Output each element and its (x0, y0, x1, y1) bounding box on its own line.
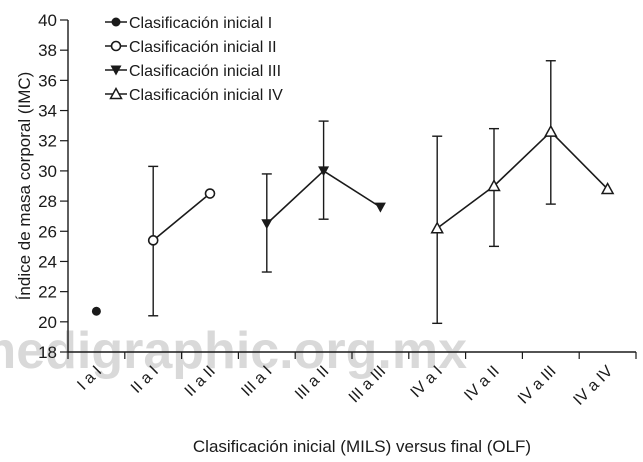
legend-item-4: Clasificación inicial IV (105, 86, 283, 104)
data-point (147, 235, 159, 246)
x-tick-label: IV a IV (570, 363, 616, 409)
legend-marker (110, 40, 122, 52)
legend-item-1: Clasificación inicial I (105, 15, 272, 32)
series-line-segment (266, 170, 325, 225)
y-tick-label: 34 (38, 102, 57, 121)
y-tick-label: 24 (38, 252, 57, 271)
legend-label: Clasificación inicial I (129, 15, 272, 32)
series-1 (91, 306, 101, 316)
data-point (487, 178, 501, 192)
legend-item-2: Clasificación inicial II (105, 39, 277, 56)
legend-item-3: Clasificación inicial III (105, 63, 281, 80)
legend-marker (109, 86, 123, 100)
y-tick-label: 32 (38, 132, 57, 151)
series-line-segment (436, 185, 495, 229)
y-axis-title: Índice de masa corporal (IMC) (15, 72, 34, 301)
series-line-segment (323, 170, 381, 208)
x-tick-label: IV a II (461, 363, 503, 405)
y-tick-label: 18 (38, 343, 57, 362)
series-line-segment (550, 131, 609, 190)
data-point (91, 306, 101, 316)
data-point (430, 221, 444, 234)
legend-label: Clasificación inicial III (129, 63, 281, 80)
series-line-segment (152, 192, 211, 241)
series-3 (261, 120, 386, 273)
legend-label: Clasificación inicial II (129, 39, 277, 56)
data-point (544, 124, 558, 137)
series-layer (91, 60, 615, 325)
data-point (374, 202, 386, 213)
legend-label: Clasificación inicial IV (129, 87, 283, 104)
y-tick-label: 40 (38, 11, 57, 30)
y-tick-label: 36 (38, 71, 57, 90)
series-line-segment (493, 131, 552, 187)
legend: Clasificación inicial I Clasificación ini… (105, 15, 283, 104)
y-tick-label: 26 (38, 222, 57, 241)
y-tick-label: 22 (38, 283, 57, 302)
x-tick-label: IV a III (515, 363, 560, 408)
data-point (204, 188, 216, 199)
x-axis-title: Clasificación inicial (MILS) versus fina… (193, 437, 531, 456)
series-2 (147, 165, 216, 317)
data-point (318, 166, 330, 177)
legend-marker (111, 17, 121, 27)
y-tick-label: 28 (38, 192, 57, 211)
data-point (261, 219, 273, 230)
y-tick-label: 38 (38, 41, 57, 60)
y-tick-label: 30 (38, 162, 57, 181)
watermark: medigraphic.org.mx (0, 322, 467, 380)
data-point (600, 181, 615, 195)
legend-marker (110, 65, 122, 76)
y-tick-label: 20 (38, 313, 57, 332)
series-4 (430, 60, 615, 325)
